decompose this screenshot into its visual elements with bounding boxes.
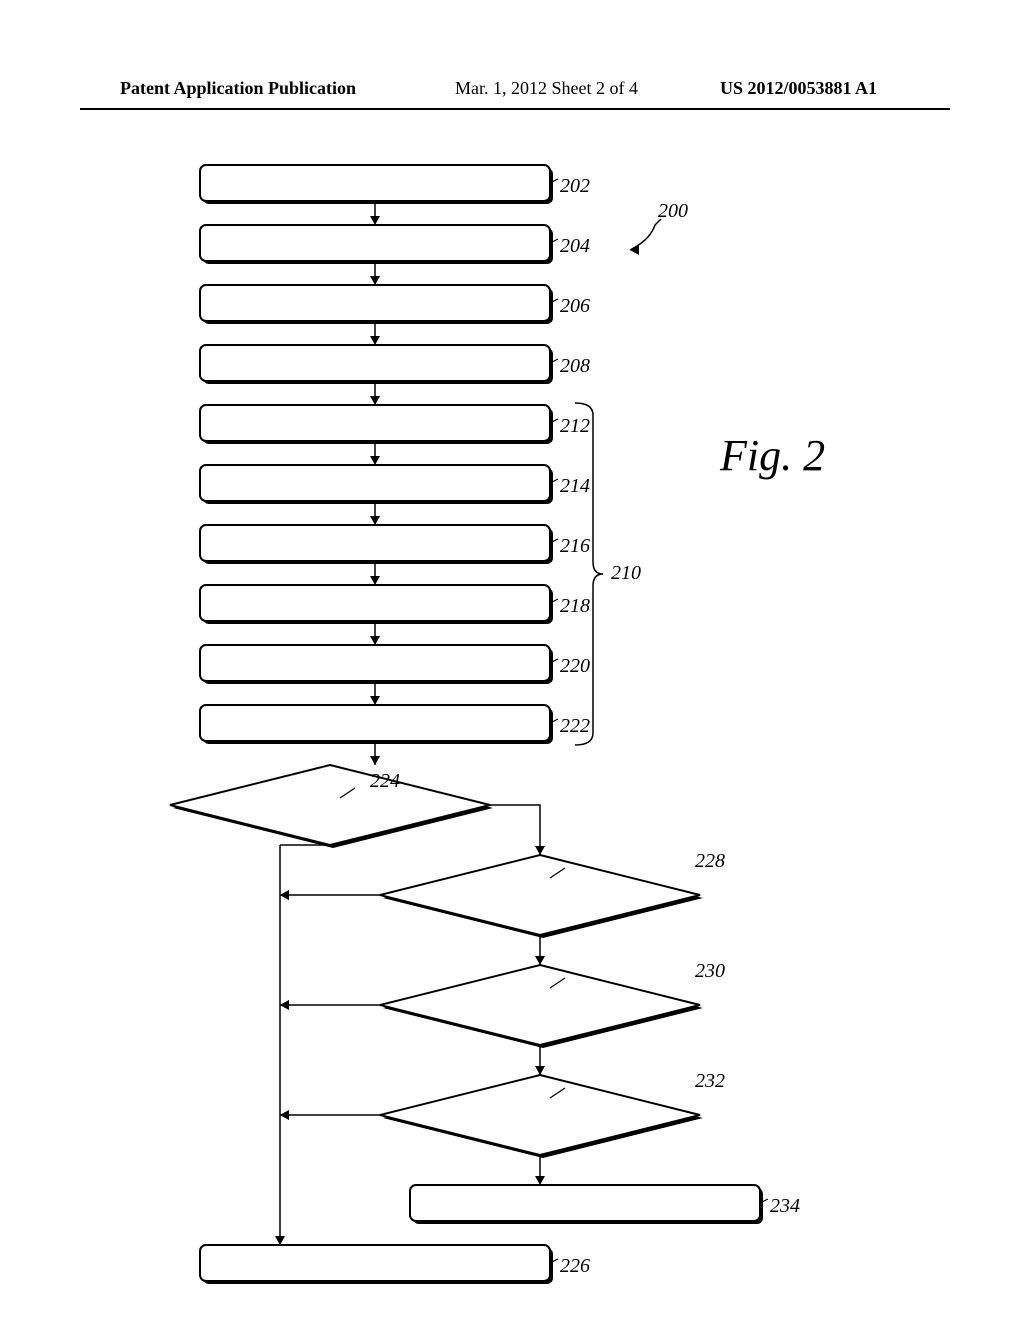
flowchart-svg <box>100 140 920 1300</box>
node-label-220: 220 <box>560 655 590 678</box>
node-label-202: 202 <box>560 175 590 198</box>
header-mid: Mar. 1, 2012 Sheet 2 of 4 <box>455 78 638 99</box>
page: Patent Application Publication Mar. 1, 2… <box>0 0 1024 1320</box>
node-label-214: 214 <box>560 475 590 498</box>
node-label-224: 224 <box>370 770 400 793</box>
node-label-222: 222 <box>560 715 590 738</box>
node-label-234: 234 <box>770 1195 800 1218</box>
node-label-204: 204 <box>560 235 590 258</box>
node-label-206: 206 <box>560 295 590 318</box>
node-label-230: 230 <box>695 960 725 983</box>
node-label-218: 218 <box>560 595 590 618</box>
node-label-228: 228 <box>695 850 725 873</box>
header-left: Patent Application Publication <box>120 78 356 99</box>
node-label-232: 232 <box>695 1070 725 1093</box>
diagram-wrap <box>100 140 920 1305</box>
ref-label-200: 200 <box>658 200 688 223</box>
node-label-212: 212 <box>560 415 590 438</box>
node-label-208: 208 <box>560 355 590 378</box>
group-label-210: 210 <box>611 562 641 585</box>
header-right: US 2012/0053881 A1 <box>720 78 877 99</box>
figure-label: Fig. 2 <box>720 430 825 481</box>
node-label-226: 226 <box>560 1255 590 1278</box>
node-label-216: 216 <box>560 535 590 558</box>
header-rule <box>80 108 950 110</box>
